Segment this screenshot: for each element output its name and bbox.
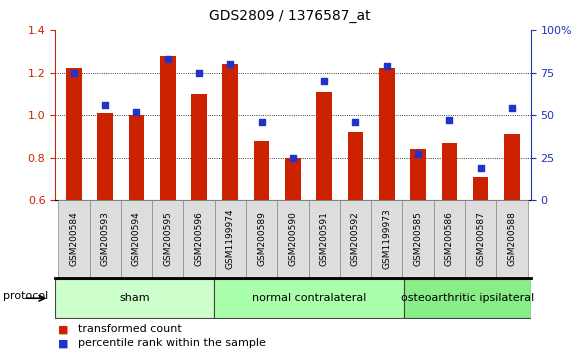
Bar (89, 200, 121, 278)
Bar (215, 200, 246, 278)
Text: GSM1199973: GSM1199973 (382, 209, 392, 269)
Text: GSM200591: GSM200591 (320, 211, 329, 267)
Bar (404, 279, 531, 318)
Point (100, 102, 110, 108)
Bar (504, 134, 520, 200)
Text: GSM200589: GSM200589 (257, 211, 266, 267)
Text: ■: ■ (58, 338, 68, 348)
Bar (316, 92, 332, 200)
Text: GSM200594: GSM200594 (132, 212, 141, 266)
Bar (129, 115, 144, 200)
Text: normal contralateral: normal contralateral (252, 293, 366, 303)
Bar (160, 56, 176, 200)
Text: osteoarthritic ipsilateral: osteoarthritic ipsilateral (401, 293, 534, 303)
Bar (410, 149, 426, 200)
Bar (496, 200, 528, 278)
Text: GSM200588: GSM200588 (508, 211, 516, 267)
Bar (254, 141, 270, 200)
Point (351, 119, 360, 125)
Bar (340, 200, 371, 278)
Bar (66, 68, 82, 200)
Text: GSM200596: GSM200596 (194, 211, 204, 267)
Bar (434, 200, 465, 278)
Bar (55, 279, 213, 318)
Bar (97, 113, 113, 200)
Bar (213, 279, 404, 318)
Text: GSM200585: GSM200585 (414, 211, 423, 267)
Bar (347, 132, 363, 200)
Bar (277, 200, 309, 278)
Point (382, 63, 392, 69)
Text: GSM200593: GSM200593 (101, 211, 110, 267)
Bar (473, 177, 488, 200)
Text: transformed count: transformed count (78, 324, 182, 334)
Bar (379, 68, 394, 200)
Text: GSM200586: GSM200586 (445, 211, 454, 267)
Text: GSM200587: GSM200587 (476, 211, 485, 267)
Bar (309, 200, 340, 278)
Text: GSM200590: GSM200590 (288, 211, 298, 267)
Bar (285, 158, 300, 200)
Bar (403, 200, 434, 278)
Bar (371, 200, 403, 278)
Text: GSM200584: GSM200584 (70, 212, 78, 266)
Text: GSM200592: GSM200592 (351, 212, 360, 266)
Bar (223, 64, 238, 200)
Bar (246, 200, 277, 278)
Point (476, 165, 485, 171)
Point (320, 78, 329, 84)
Text: sham: sham (119, 293, 150, 303)
Bar (441, 143, 457, 200)
Text: GSM200595: GSM200595 (163, 211, 172, 267)
Bar (152, 200, 183, 278)
Bar (121, 200, 152, 278)
Point (445, 117, 454, 123)
Bar (465, 200, 496, 278)
Point (226, 61, 235, 67)
Bar (58, 200, 89, 278)
Bar (191, 94, 207, 200)
Point (257, 119, 266, 125)
Point (508, 105, 517, 111)
Point (69, 70, 78, 75)
Text: GSM1199974: GSM1199974 (226, 209, 235, 269)
Text: ■: ■ (58, 324, 68, 334)
Text: percentile rank within the sample: percentile rank within the sample (78, 338, 266, 348)
Point (194, 70, 204, 75)
Text: protocol: protocol (3, 291, 48, 302)
Point (288, 155, 298, 160)
Bar (183, 200, 215, 278)
Point (132, 109, 141, 114)
Point (414, 151, 423, 157)
Point (163, 56, 172, 62)
Text: GDS2809 / 1376587_at: GDS2809 / 1376587_at (209, 9, 371, 23)
